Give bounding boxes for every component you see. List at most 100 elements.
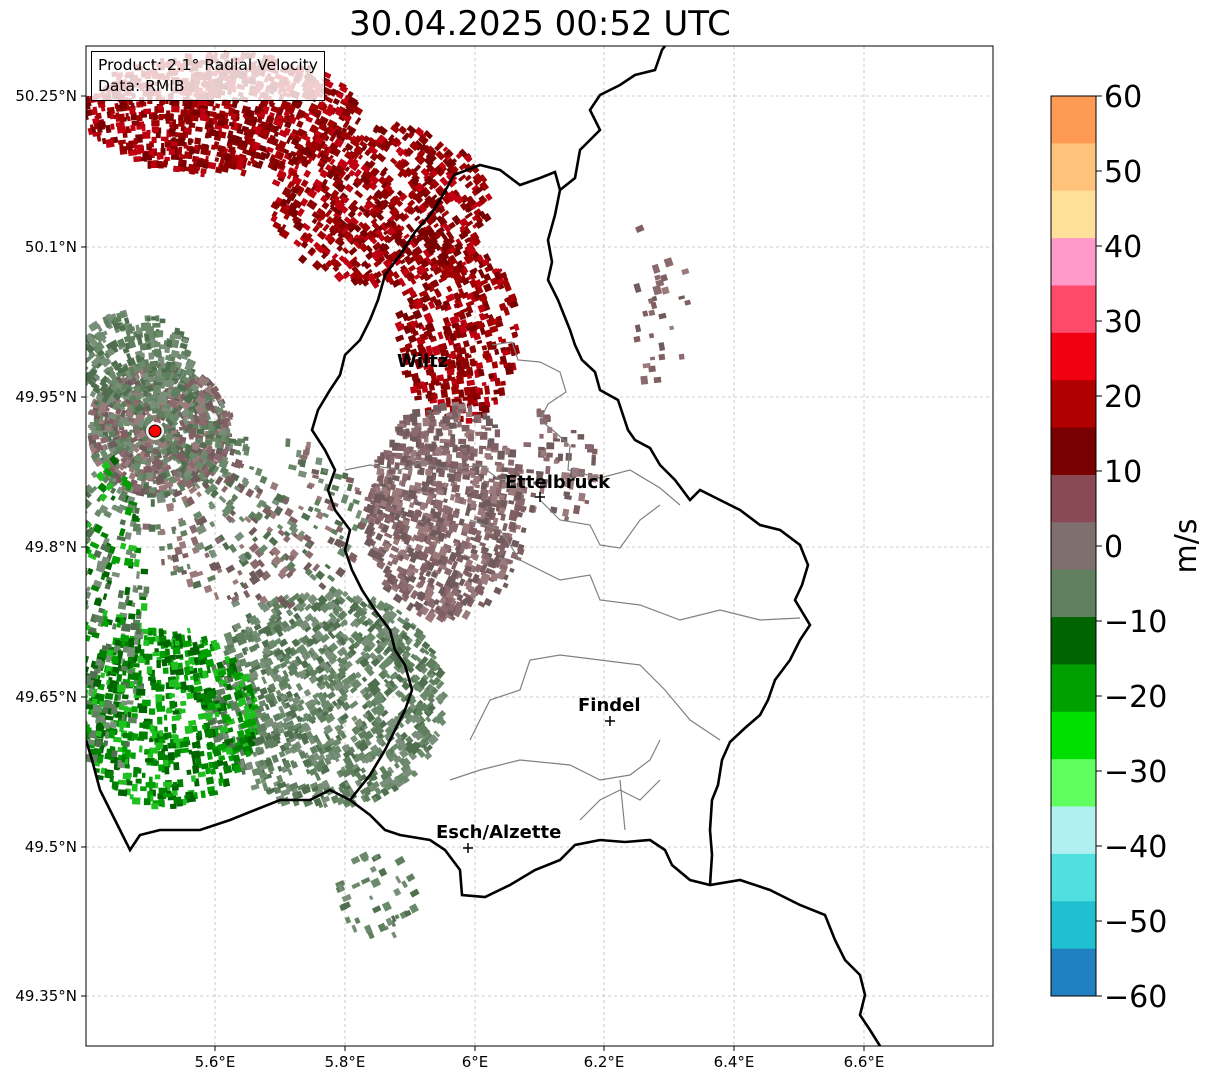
radar-echo-pixel <box>464 432 470 437</box>
radar-echo-pixel <box>494 429 501 438</box>
radar-echo-pixel <box>74 348 82 356</box>
radar-echo-pixel <box>296 108 306 119</box>
radar-echo-pixel <box>115 121 125 128</box>
radar-echo-pixel <box>214 441 223 449</box>
radar-echo-pixel <box>93 419 100 427</box>
radar-echo-pixel <box>441 382 451 391</box>
radar-echo-pixel <box>187 101 193 109</box>
radar-echo-pixel <box>136 114 142 121</box>
radar-echo-pixel <box>352 105 364 116</box>
radar-echo-pixel <box>289 115 297 125</box>
radar-echo-pixel <box>217 130 227 139</box>
radar-echo-pixel <box>129 107 136 115</box>
radar-echo-pixel <box>222 421 229 428</box>
radar-echo-pixel <box>475 387 481 393</box>
radar-echo-pixel <box>173 166 180 173</box>
radar-echo-pixel <box>108 430 117 438</box>
radar-echo-pixel <box>178 166 186 172</box>
radar-echo-pixel <box>156 152 164 160</box>
radar-echo-pixel <box>425 393 432 399</box>
radar-echo-pixel <box>229 134 240 144</box>
radar-echo-pixel <box>116 125 126 134</box>
radar-echo-pixel <box>442 416 448 423</box>
radar-echo-pixel <box>285 136 292 145</box>
radar-echo-pixel <box>151 316 157 321</box>
radar-echo-pixel <box>438 469 446 478</box>
radar-echo-pixel <box>194 137 202 145</box>
radar-echo-pixel <box>409 418 415 422</box>
radar-echo-pixel <box>212 105 217 111</box>
radar-echo-pixel <box>117 113 126 121</box>
radar-echo-pixel <box>96 121 106 131</box>
radar-echo-pixel <box>455 451 461 459</box>
radar-echo-pixel <box>105 124 112 134</box>
radar-echo-pixel <box>297 128 308 137</box>
radar-echo-pixel <box>75 368 82 376</box>
radar-echo-pixel <box>380 452 385 457</box>
radar-echo-pixel <box>432 411 440 416</box>
radar-echo-pixel <box>278 129 288 138</box>
radar-echo-pixel <box>155 132 161 139</box>
radar-echo-pixel <box>334 125 341 132</box>
radar-echo-pixel <box>485 447 492 451</box>
radar-echo-pixel <box>484 452 492 459</box>
radar-echo-pixel <box>465 417 473 424</box>
radar-echo-pixel <box>498 506 506 515</box>
radar-echo-pixel <box>188 165 197 174</box>
radar-echo-pixel <box>491 424 499 429</box>
radar-echo-pixel <box>475 431 482 436</box>
radar-echo-pixel <box>150 453 155 462</box>
radar-echo-pixel <box>453 412 459 418</box>
radar-echo-pixel <box>214 157 220 163</box>
radar-echo-pixel <box>166 339 173 348</box>
radar-echo-pixel <box>458 438 467 445</box>
radar-echo-pixel <box>442 482 448 488</box>
radar-echo-pixel <box>332 98 341 106</box>
radar-echo-pixel <box>166 146 171 152</box>
radar-echo-pixel <box>74 362 82 370</box>
radar-echo-pixel <box>482 415 491 420</box>
radar-echo-pixel <box>151 120 160 127</box>
radar-echo-pixel <box>376 475 385 483</box>
radar-echo-pixel <box>77 375 86 384</box>
radar-echo-pixel <box>194 115 199 121</box>
radar-echo-pixel <box>433 435 440 441</box>
radar-echo-pixel <box>177 148 183 156</box>
radar-echo-pixel <box>153 459 161 468</box>
radar-echo-pixel <box>485 418 494 427</box>
radar-echo-pixel <box>231 101 238 109</box>
radar-echo-pixel <box>393 442 400 448</box>
radar-echo-pixel <box>415 456 422 461</box>
radar-echo-pixel <box>200 146 208 154</box>
radar-echo-pixel <box>117 139 127 145</box>
radar-echo-pixel <box>311 124 317 130</box>
radar-echo-pixel <box>457 421 462 427</box>
radar-echo-pixel <box>397 470 403 475</box>
radar-echo-pixel <box>175 132 182 138</box>
radar-echo-pixel <box>139 342 148 351</box>
radar-echo-pixel <box>422 417 430 427</box>
radar-echo-pixel <box>86 337 87 348</box>
radar-echo-pixel <box>216 151 226 159</box>
radar-echo-pixel <box>439 461 447 467</box>
radar-echo-pixel <box>142 322 152 331</box>
radar-echo-pixel <box>414 426 421 434</box>
radar-echo-pixel <box>458 408 467 413</box>
radar-echo-pixel <box>225 161 236 170</box>
radar-echo-pixel <box>184 109 191 114</box>
radar-echo-pixel <box>465 411 473 418</box>
radar-echo-pixel <box>188 423 194 429</box>
radar-echo-pixel <box>109 112 115 120</box>
radar-echo-pixel <box>104 420 110 425</box>
map-area <box>86 46 993 1046</box>
radar-echo-pixel <box>463 386 471 396</box>
radar-echo-pixel <box>484 427 492 431</box>
radar-echo-pixel <box>214 103 221 109</box>
radar-echo-pixel <box>509 362 515 369</box>
radar-echo-pixel <box>157 105 163 111</box>
radar-echo-pixel <box>133 425 139 430</box>
radar-echo-pixel <box>395 452 403 460</box>
radar-echo-pixel <box>440 388 449 399</box>
radar-echo-pixel <box>479 445 487 450</box>
radar-echo-pixel <box>403 447 411 455</box>
